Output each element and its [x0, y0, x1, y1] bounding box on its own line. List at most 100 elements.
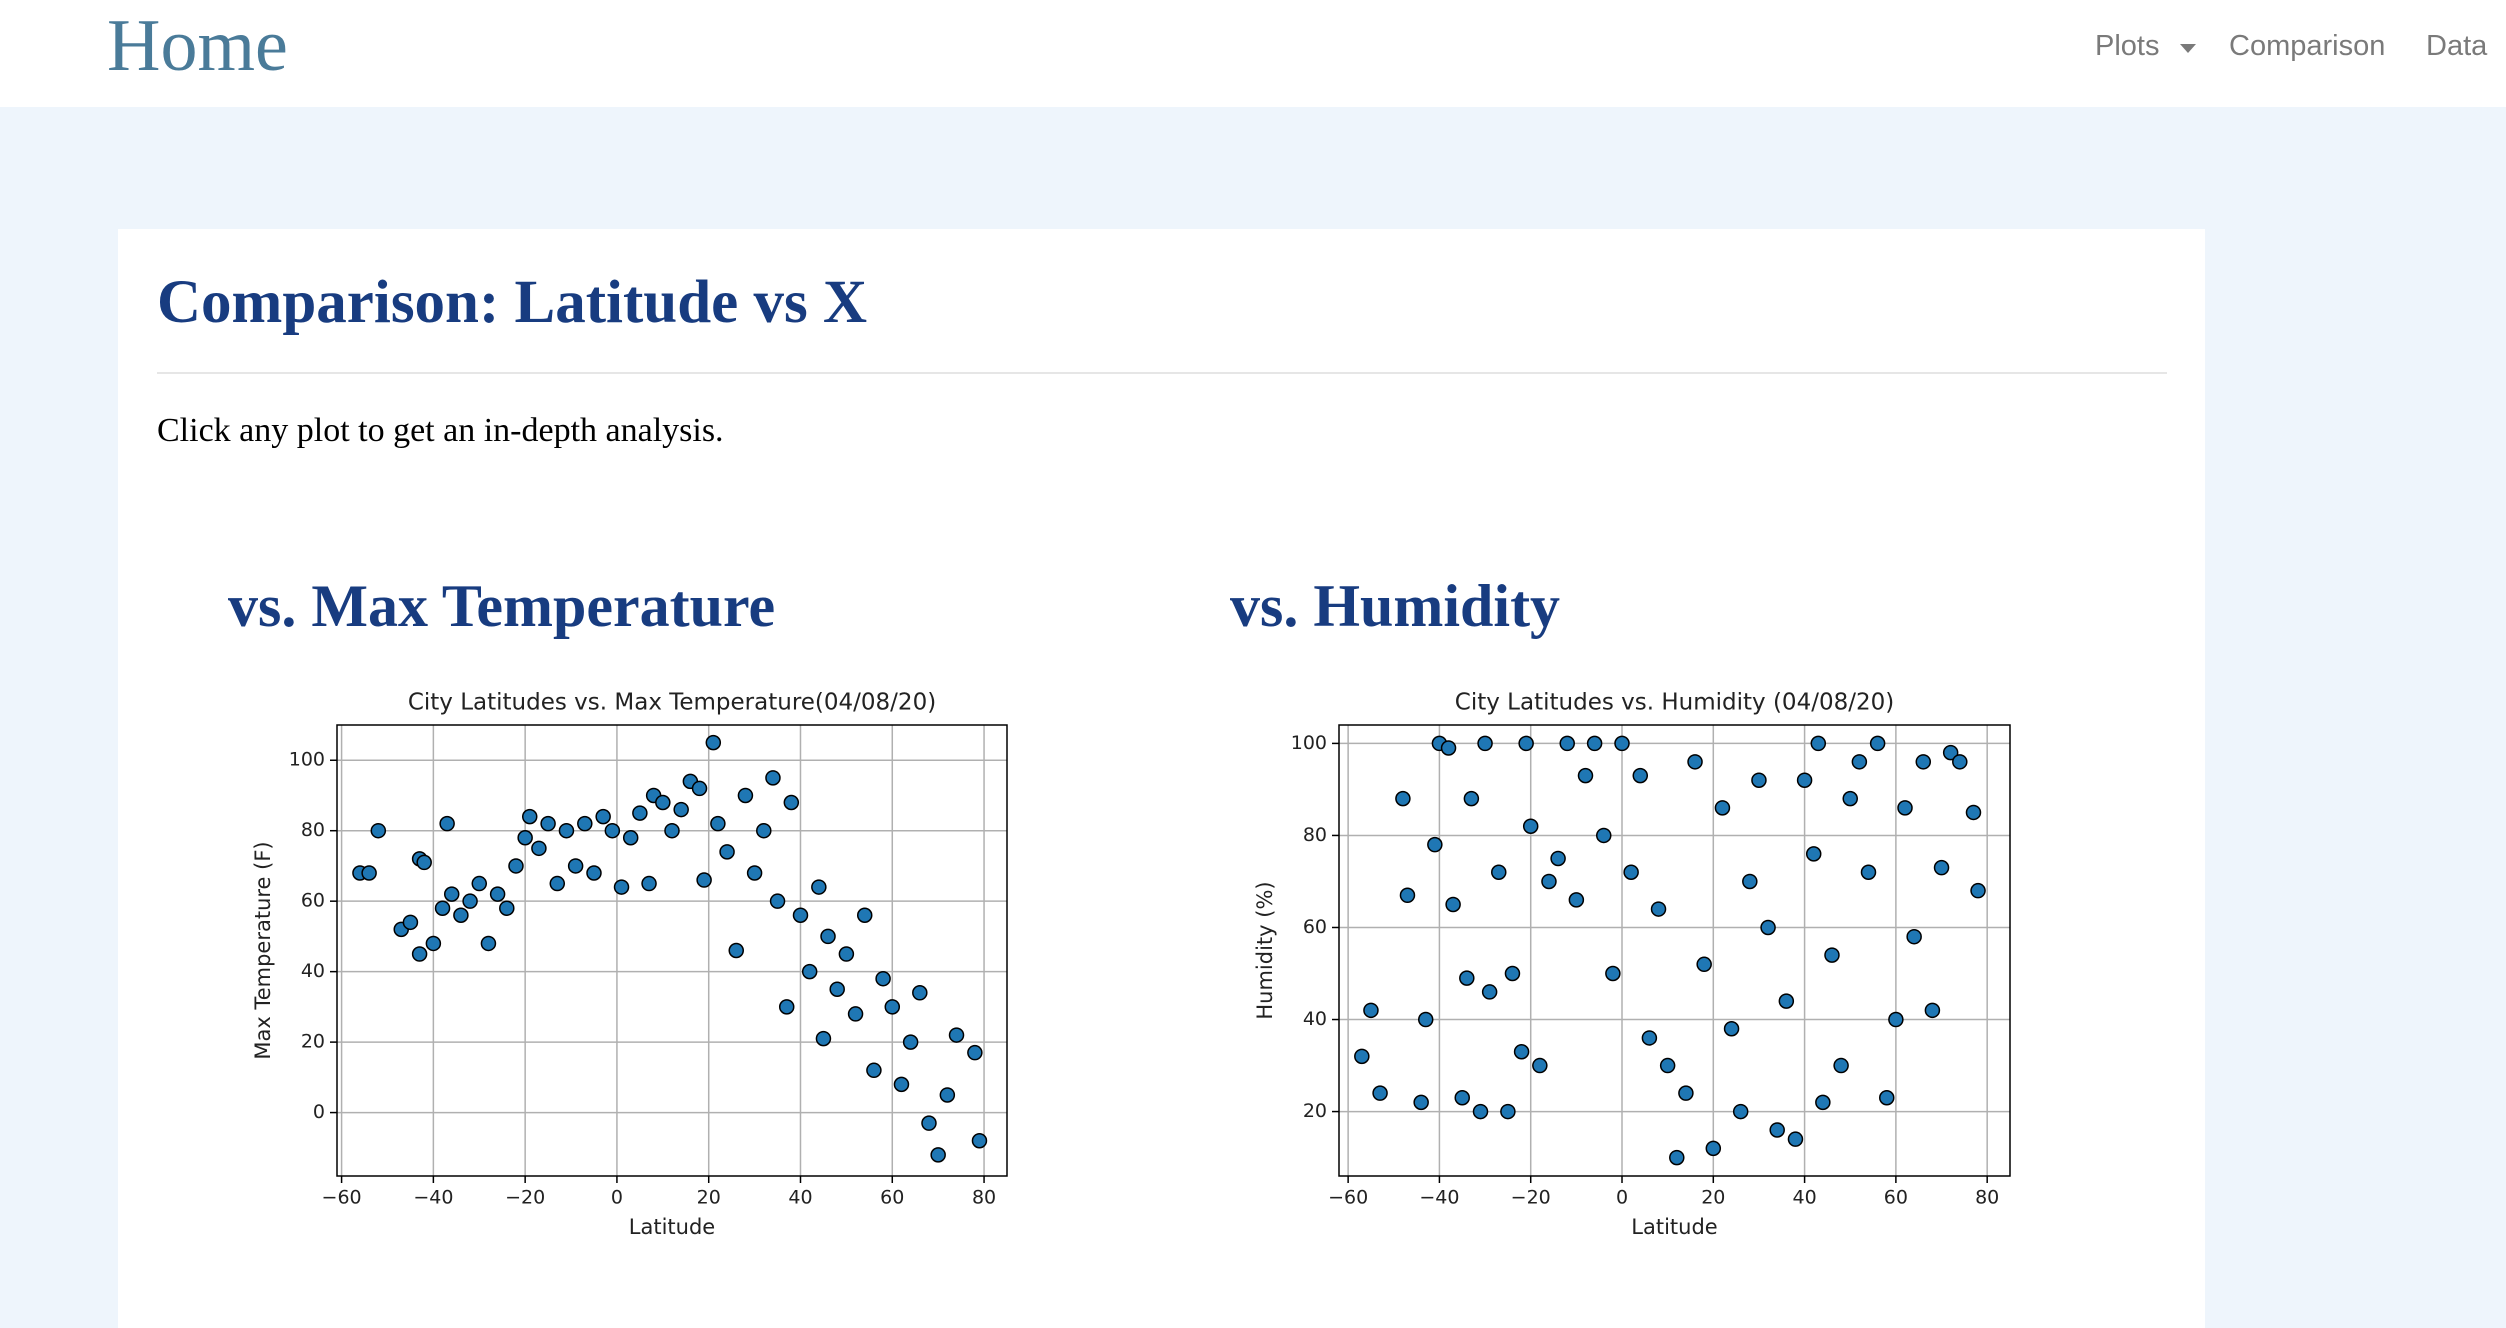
data-point: [1440, 740, 1457, 756]
plot-frame: [336, 724, 1008, 1177]
data-point: [402, 914, 419, 931]
data-point: [577, 815, 593, 832]
y-tick-label: 40: [301, 960, 325, 982]
data-point: [586, 865, 602, 881]
data-point: [1787, 1131, 1804, 1147]
data-point: [1577, 767, 1594, 784]
data-point: [1568, 892, 1585, 908]
x-tick-label: −40: [413, 1187, 453, 1209]
data-point: [719, 844, 735, 860]
data-point: [1860, 864, 1877, 881]
data-point: [1454, 1090, 1470, 1106]
data-point: [1595, 827, 1612, 844]
data-point: [1915, 754, 1932, 770]
data-point: [1491, 864, 1507, 881]
data-point: [622, 830, 639, 846]
data-point: [1751, 772, 1767, 788]
data-point: [1833, 1057, 1849, 1074]
data-point: [1687, 754, 1703, 770]
data-point: [549, 875, 566, 892]
data-point: [1965, 804, 1982, 821]
data-point: [673, 801, 689, 818]
section-heading: vs. Max Temperature: [228, 573, 776, 639]
y-axis-label: Max Temperature (F): [251, 841, 275, 1059]
divider: [157, 372, 2167, 374]
data-point: [499, 900, 515, 916]
y-tick-label: 60: [301, 890, 325, 912]
data-point: [1796, 772, 1813, 788]
brand[interactable]: Home: [107, 5, 288, 87]
data-point: [370, 822, 387, 839]
data-point: [912, 985, 928, 1001]
data-point: [939, 1087, 956, 1103]
data-point: [884, 999, 901, 1015]
data-point: [1399, 887, 1416, 904]
data-point: [411, 946, 428, 962]
data-point: [1518, 735, 1534, 752]
data-point: [655, 794, 671, 811]
data-point: [1897, 800, 1913, 816]
data-point: [1810, 735, 1827, 752]
data-point: [1815, 1094, 1831, 1111]
data-point: [1778, 993, 1795, 1009]
y-tick-label: 80: [1303, 824, 1327, 846]
data-point: [783, 794, 800, 811]
data-point: [453, 907, 469, 924]
data-point: [1427, 836, 1443, 853]
nav-link[interactable]: Comparison: [2229, 30, 2386, 62]
y-tick-label: 20: [1303, 1100, 1327, 1122]
data-point: [1605, 965, 1621, 982]
x-axis-label: Latitude: [1631, 1215, 1717, 1239]
x-axis-label: Latitude: [629, 1215, 715, 1239]
data-point: [948, 1027, 965, 1043]
data-point: [811, 879, 827, 895]
x-tick-label: 40: [788, 1187, 812, 1209]
data-point: [1481, 984, 1498, 1000]
data-point: [875, 970, 891, 987]
section-heading: vs. Humidity: [1230, 573, 1561, 639]
data-point: [765, 770, 781, 786]
data-point: [769, 893, 786, 909]
data-point: [737, 787, 754, 804]
data-point: [1354, 1048, 1370, 1065]
data-point: [893, 1076, 910, 1093]
data-point: [1824, 947, 1840, 963]
data-point: [1933, 859, 1950, 876]
scatter-plot[interactable]: −60 −40 −20 0 20 40 60 80 20 40 60 80 100 City Latitu…: [1253, 690, 2011, 1240]
data-point: [489, 886, 506, 902]
scatter-plot[interactable]: −60 −40 −20 0 20 40 60 80 0 20 40 60 80 100 City Latit…: [251, 690, 1008, 1240]
data-point: [1659, 1057, 1676, 1074]
data-point: [1942, 744, 1959, 761]
data-point: [604, 822, 621, 839]
data-point: [517, 830, 533, 846]
data-point: [971, 1133, 988, 1149]
data-point: [521, 808, 538, 825]
data-point: [462, 893, 478, 909]
y-tick-label: 0: [313, 1101, 325, 1123]
data-point: [471, 875, 488, 892]
data-point: [1924, 1002, 1941, 1019]
data-point: [1696, 956, 1712, 973]
data-point: [705, 734, 722, 751]
data-point: [838, 946, 855, 962]
data-point: [1869, 735, 1886, 752]
nav-link[interactable]: Data: [2426, 30, 2488, 62]
data-point: [820, 928, 836, 945]
data-point: [1805, 846, 1822, 862]
data-point: [1769, 1122, 1785, 1138]
data-point: [480, 935, 497, 952]
nav-link[interactable]: Plots: [2095, 30, 2160, 62]
x-tick-label: −40: [1419, 1187, 1459, 1209]
x-tick-label: −60: [1328, 1187, 1368, 1209]
y-tick-label: 40: [1303, 1008, 1327, 1030]
x-tick-label: 40: [1792, 1187, 1816, 1209]
data-point: [746, 865, 763, 881]
data-point: [1614, 735, 1630, 752]
data-point: [1504, 965, 1521, 982]
data-point: [801, 963, 818, 980]
data-point: [641, 875, 657, 892]
data-point: [1541, 873, 1557, 890]
data-point: [613, 879, 630, 895]
data-point: [1559, 735, 1575, 752]
